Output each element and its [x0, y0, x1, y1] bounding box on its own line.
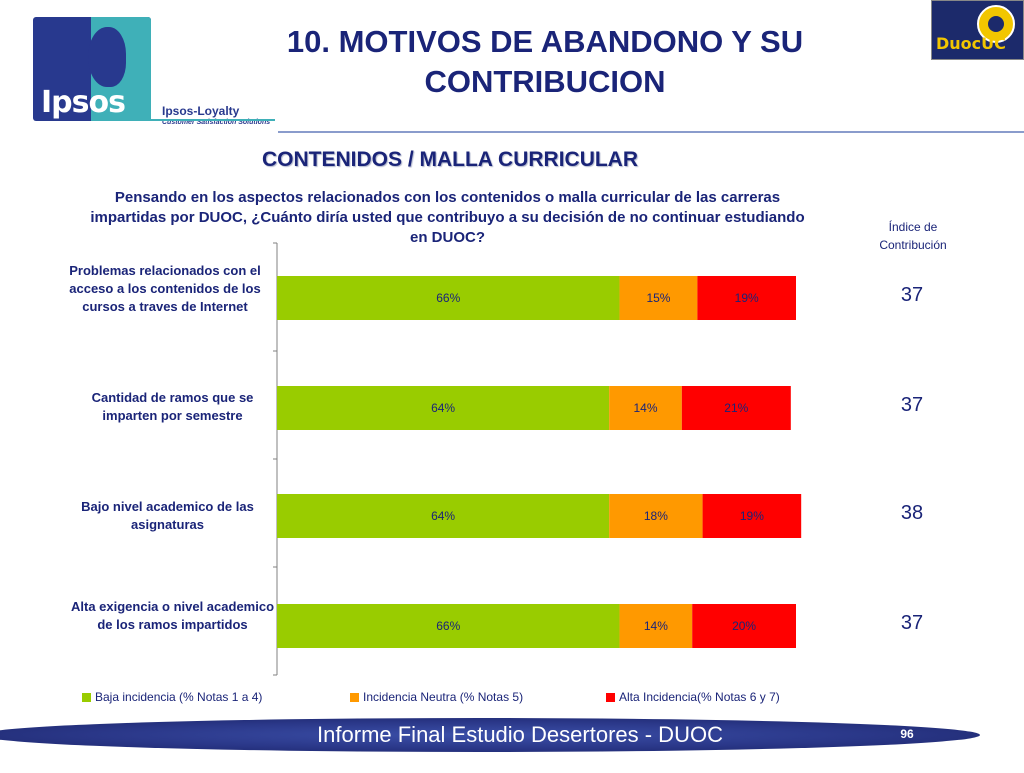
bar-segment [277, 494, 610, 538]
page-number: 96 [900, 727, 914, 741]
contribution-index-value: 37 [901, 394, 923, 416]
page-title-line1: 10. MOTIVOS DE ABANDONO Y SU [286, 24, 804, 59]
legend-item: Baja incidencia (% Notas 1 a 4) [82, 690, 262, 704]
legend-swatch [82, 692, 91, 702]
contribution-index-value: 37 [901, 284, 923, 306]
legend-swatch [606, 692, 615, 702]
bar-segment [702, 494, 802, 538]
page-title: 10. MOTIVOS DE ABANDONO Y SU CONTRIBUCIO… [220, 22, 870, 102]
category-label: Bajo nivel academico de las asignaturas [81, 499, 254, 532]
data-label: 19% [740, 509, 764, 523]
ipsos-loyalty-logo: Ipsos-Loyalty Customer Satisfaction Solu… [162, 104, 277, 126]
category-label: Problemas relacionados con el acceso a l… [69, 263, 261, 314]
question-line2: impartidas por DUOC, ¿Cuánto diría usted… [90, 209, 805, 226]
category-label: Alta exigencia o nivel academico de los … [70, 599, 275, 632]
contribution-index-value: 37 [901, 612, 923, 634]
bar-segment [619, 604, 693, 648]
legend-label: Incidencia Neutra (% Notas 5) [363, 690, 524, 704]
legend-label: Baja incidencia (% Notas 1 a 4) [95, 690, 263, 704]
data-label: 66% [436, 619, 460, 633]
bar-segment [681, 386, 791, 430]
data-label: 19% [735, 291, 759, 305]
data-label: 14% [633, 401, 657, 415]
indice-header-line2: Contribución [879, 238, 947, 252]
loyalty-title: Ipsos-Loyalty [162, 104, 240, 118]
data-label: 64% [431, 509, 455, 523]
bar-segment [277, 604, 620, 648]
bar-segment [277, 276, 620, 320]
legend-item: Alta Incidencia(% Notas 6 y 7) [606, 690, 780, 704]
data-label: 66% [436, 291, 460, 305]
ipsos-logo: Ipsos [33, 17, 151, 121]
bar-segment [697, 276, 796, 320]
data-label: 64% [431, 401, 455, 415]
page-title-line2: CONTRIBUCION [424, 64, 666, 99]
bar-segment [692, 604, 796, 648]
loyalty-tagline: Customer Satisfaction Solutions [162, 119, 271, 126]
data-label: 21% [724, 401, 748, 415]
footer-banner [0, 718, 980, 752]
duoc-seal-icon [977, 5, 1015, 43]
question-line3: en DUOC? [410, 229, 485, 246]
data-label: 18% [644, 509, 668, 523]
legend-item: Incidencia Neutra (% Notas 5) [350, 690, 523, 704]
duoc-logo: DuocUC [931, 0, 1024, 60]
loyalty-underline [145, 119, 275, 121]
legend-label: Alta Incidencia(% Notas 6 y 7) [619, 690, 780, 704]
contribution-index-value: 38 [901, 502, 923, 524]
duoc-logo-text: DuocUC [936, 34, 1006, 53]
data-label: 20% [732, 619, 756, 633]
data-label: 14% [644, 619, 668, 633]
chart-legend: Baja incidencia (% Notas 1 a 4) Incidenci… [78, 690, 818, 708]
bar-segment [619, 276, 698, 320]
header-divider [278, 131, 1024, 133]
legend-swatch [350, 692, 359, 702]
ipsos-wordmark: Ipsos [41, 85, 126, 120]
bar-segment [609, 386, 682, 430]
indice-header-line1: Índice de [888, 220, 938, 234]
category-label: Cantidad de ramos que se imparten por se… [91, 390, 254, 423]
indice-header: Índice de Contribución [858, 218, 968, 254]
bar-segment [277, 386, 610, 430]
bar-segment [609, 494, 703, 538]
footer-text: Informe Final Estudio Desertores - DUOC [317, 722, 723, 747]
question-line1: Pensando en los aspectos relacionados co… [114, 189, 781, 206]
section-subtitle: CONTENIDOS / MALLA CURRICULAR [261, 148, 639, 171]
data-label: 15% [646, 291, 670, 305]
survey-question: Pensando en los aspectos relacionados co… [30, 188, 865, 248]
